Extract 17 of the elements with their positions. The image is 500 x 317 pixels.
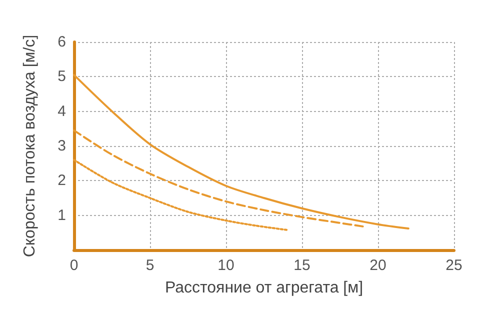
x-tick-label: 5	[146, 257, 154, 274]
line-series	[73, 74, 410, 230]
x-tick-label: 10	[218, 257, 234, 274]
x-tick-label: 15	[294, 257, 310, 274]
y-tick-label: 1	[58, 206, 66, 224]
y-tick-label: 3	[58, 138, 66, 154]
y-tick-label: 2	[58, 172, 66, 190]
y-tick-label: 4	[58, 102, 66, 120]
y-axis-title: Скорость потока воздуха [м/с]	[22, 34, 38, 258]
x-axis-title: Расстояние от агрегата [м]	[164, 280, 364, 296]
y-tick-label: 6	[58, 34, 66, 50]
y-tick-label: 5	[58, 68, 66, 86]
line-series	[73, 129, 364, 228]
x-tick-label: 0	[70, 257, 78, 274]
x-tick-label: 20	[370, 257, 386, 274]
x-tick-label: 25	[446, 257, 462, 274]
line-series	[73, 158, 288, 231]
